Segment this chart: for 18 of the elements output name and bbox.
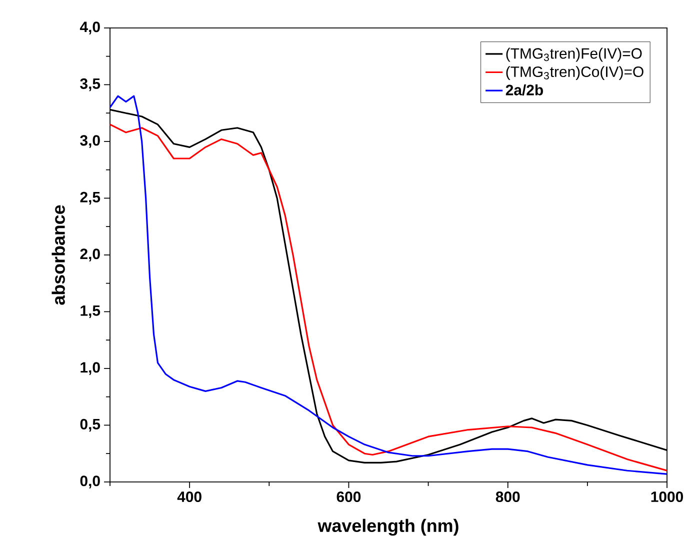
y-axis-title: absorbance bbox=[52, 205, 65, 305]
x-tick-label: 1000 bbox=[651, 491, 683, 502]
x-axis-title: wavelength (nm) bbox=[318, 518, 458, 536]
legend-label: 2a/2b bbox=[506, 84, 543, 96]
x-tick-label: 400 bbox=[177, 491, 202, 502]
y-tick-label: 3,0 bbox=[80, 135, 100, 148]
y-tick-label: 0,5 bbox=[80, 418, 100, 432]
y-tick-label: 1,5 bbox=[80, 305, 100, 318]
y-tick-label: 4,0 bbox=[80, 22, 100, 34]
x-tick-label: 800 bbox=[496, 491, 520, 502]
y-tick-label: 2,5 bbox=[80, 192, 100, 205]
y-tick-label: 0,0 bbox=[80, 476, 100, 488]
legend-label: (TMG$_{3}$tren)Co(IV)=O bbox=[506, 66, 644, 80]
y-tick-label: 2,0 bbox=[80, 248, 100, 262]
y-tick-label: 3,5 bbox=[80, 78, 100, 92]
y-tick-label: 1,0 bbox=[80, 362, 100, 375]
legend-label: (TMG$_{3}$tren)Fe(IV)=O bbox=[506, 48, 642, 62]
x-tick-label: 600 bbox=[336, 491, 361, 502]
